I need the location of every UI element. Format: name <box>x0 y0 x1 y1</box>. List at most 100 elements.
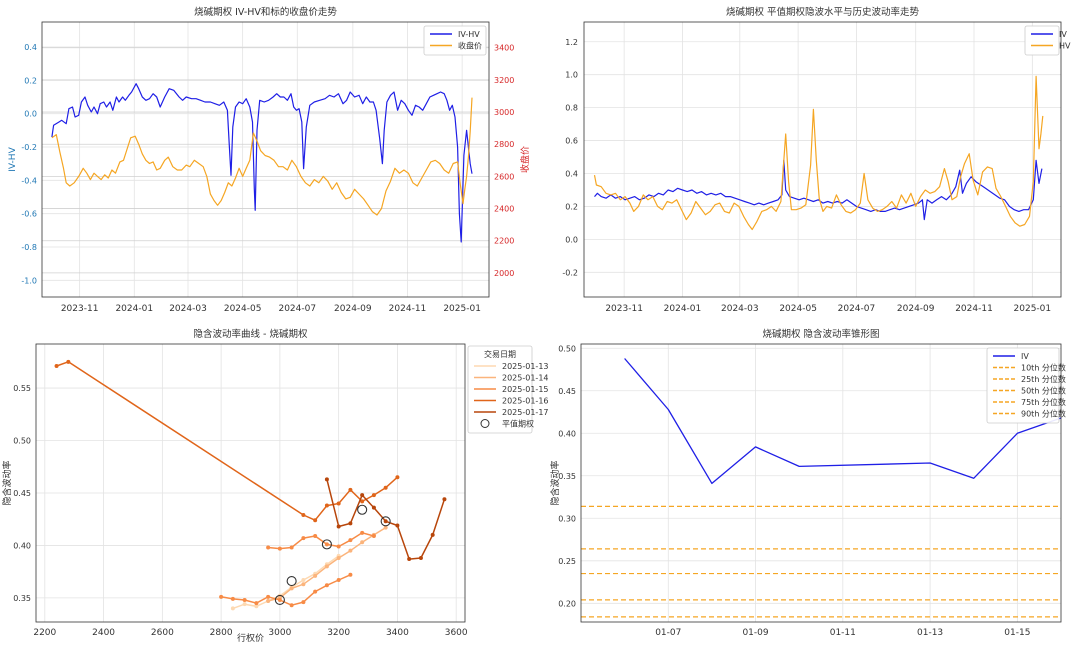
smile-point <box>254 604 259 609</box>
smile-point <box>395 475 400 480</box>
smile-point <box>301 600 306 605</box>
smile-point <box>66 359 71 364</box>
y-tick-label: 0.0 <box>24 110 37 119</box>
legend-frame <box>1024 25 1060 56</box>
atm-marker <box>380 516 391 527</box>
smile-point <box>371 505 376 510</box>
smile-point <box>360 499 365 504</box>
y2-tick-label: 3000 <box>494 108 514 117</box>
x-tick-label: 2024-05 <box>224 304 262 314</box>
legend-label: 2025-01-16 <box>502 397 549 406</box>
smile-point <box>277 597 282 602</box>
smile-point <box>301 536 306 541</box>
smile-point <box>289 586 294 591</box>
y-tick-label: -0.2 <box>562 268 578 277</box>
chart-title: 烧碱期权 平值期权隐波水平与历史波动率走势 <box>726 6 920 18</box>
smile-point <box>371 493 376 498</box>
smile-point <box>395 523 400 528</box>
plot-frame <box>583 21 1062 298</box>
x-tick-label: 2024-11 <box>389 304 427 314</box>
x-tick-label: 01-15 <box>1004 628 1030 638</box>
series-smile <box>232 555 340 610</box>
chart-title: 烧碱期权 隐含波动率锥形图 <box>762 328 879 340</box>
y-tick-label: 0.4 <box>24 43 37 52</box>
plot-frame <box>41 21 490 298</box>
smile-point <box>242 597 247 602</box>
y-tick-label: 0.50 <box>558 344 576 353</box>
x-tick-label: 2024-07 <box>838 304 876 314</box>
y-tick-label: 0.50 <box>13 437 31 446</box>
y-tick-label: 0.4 <box>565 169 578 178</box>
smile-point <box>301 578 306 583</box>
y-tick-label: 0.55 <box>13 384 31 393</box>
atm-marker <box>357 504 368 515</box>
x-tick-label: 2023-11 <box>605 304 643 314</box>
y2-tick-label: 2000 <box>494 269 514 278</box>
x-tick-label: 2200 <box>33 628 56 638</box>
series-smile <box>326 479 446 560</box>
smile-point <box>383 519 388 524</box>
chart-iv-smile: 2200 2400 2600 2800 3000 3200 3400 3600 0.35 0.40… <box>1 328 549 644</box>
smile-point <box>336 544 341 549</box>
legend-marker <box>480 419 490 428</box>
x-tick-label: 2024-03 <box>721 304 759 314</box>
x-tick-label: 3000 <box>268 628 291 638</box>
y2-tick-label: 3200 <box>494 76 514 85</box>
x-tick-label: 3600 <box>445 628 468 638</box>
smile-point <box>254 601 259 606</box>
legend-title: 交易日期 <box>484 349 516 359</box>
x-tick-label: 2024-03 <box>169 304 207 314</box>
series-smile <box>220 574 351 606</box>
smile-point <box>230 596 235 601</box>
series-iv-hv <box>51 83 473 243</box>
smile-point <box>348 548 353 553</box>
smile-point <box>348 572 353 577</box>
chart-title: 烧碱期权 IV-HV和标的收盘价走势 <box>194 6 337 18</box>
y2-axis-label: 收盘价 <box>519 146 531 173</box>
atm-marker <box>274 594 285 606</box>
x-tick-label: 2800 <box>210 628 233 638</box>
smile-point <box>407 557 412 562</box>
chart-iv-vs-hv: 2023-11 2024-01 2024-03 2024-05 2024-07 2024-… <box>562 6 1071 314</box>
y-tick-label: 0.8 <box>565 104 578 113</box>
series-smile <box>268 532 375 550</box>
smile-point <box>54 364 59 369</box>
legend-label: 2025-01-17 <box>502 408 549 417</box>
smile-point <box>313 533 318 538</box>
smile-point <box>230 606 235 611</box>
legend-label: IV <box>1021 352 1029 361</box>
smile-point <box>383 485 388 490</box>
smile-point <box>360 530 365 535</box>
plot-frame <box>35 343 466 623</box>
legend-label: 收盘价 <box>458 41 482 51</box>
x-axis-label: 行权价 <box>237 632 264 644</box>
smile-point <box>418 556 423 561</box>
chart-iv-hv-close: 2023-11 2024-01 2024-03 2024-05 2024-07 2024-… <box>8 6 531 314</box>
smile-point <box>289 545 294 550</box>
y-tick-label: 0.35 <box>13 594 31 603</box>
y-tick-label: -0.8 <box>21 243 37 252</box>
x-tick-label: 2025-01 <box>1014 304 1052 314</box>
legend-label: 75th 分位数 <box>1021 397 1066 407</box>
y-tick-label: 0.20 <box>558 599 576 608</box>
smile-point <box>336 578 341 583</box>
y-tick-label: -0.6 <box>21 210 37 219</box>
y2-tick-label: 3400 <box>494 44 514 53</box>
y-tick-label: 0.40 <box>13 541 31 550</box>
smile-point <box>383 525 388 530</box>
x-tick-label: 3200 <box>327 628 350 638</box>
x-tick-label: 01-07 <box>655 628 681 638</box>
legend-label: 2025-01-15 <box>502 385 549 394</box>
smile-point <box>289 603 294 608</box>
smile-point <box>348 521 353 526</box>
y-tick-label: 0.2 <box>24 76 37 85</box>
plot-frame <box>580 343 1062 623</box>
x-tick-label: 2025-01 <box>443 304 481 314</box>
x-tick-label: 2024-05 <box>779 304 817 314</box>
smile-point <box>360 493 365 498</box>
y-tick-label: 0.30 <box>558 514 576 523</box>
x-tick-label: 01-09 <box>742 628 768 638</box>
legend-label: 2025-01-14 <box>502 374 549 383</box>
chart-title: 隐含波动率曲线 - 烧碱期权 <box>194 328 308 340</box>
smile-point <box>324 564 329 569</box>
